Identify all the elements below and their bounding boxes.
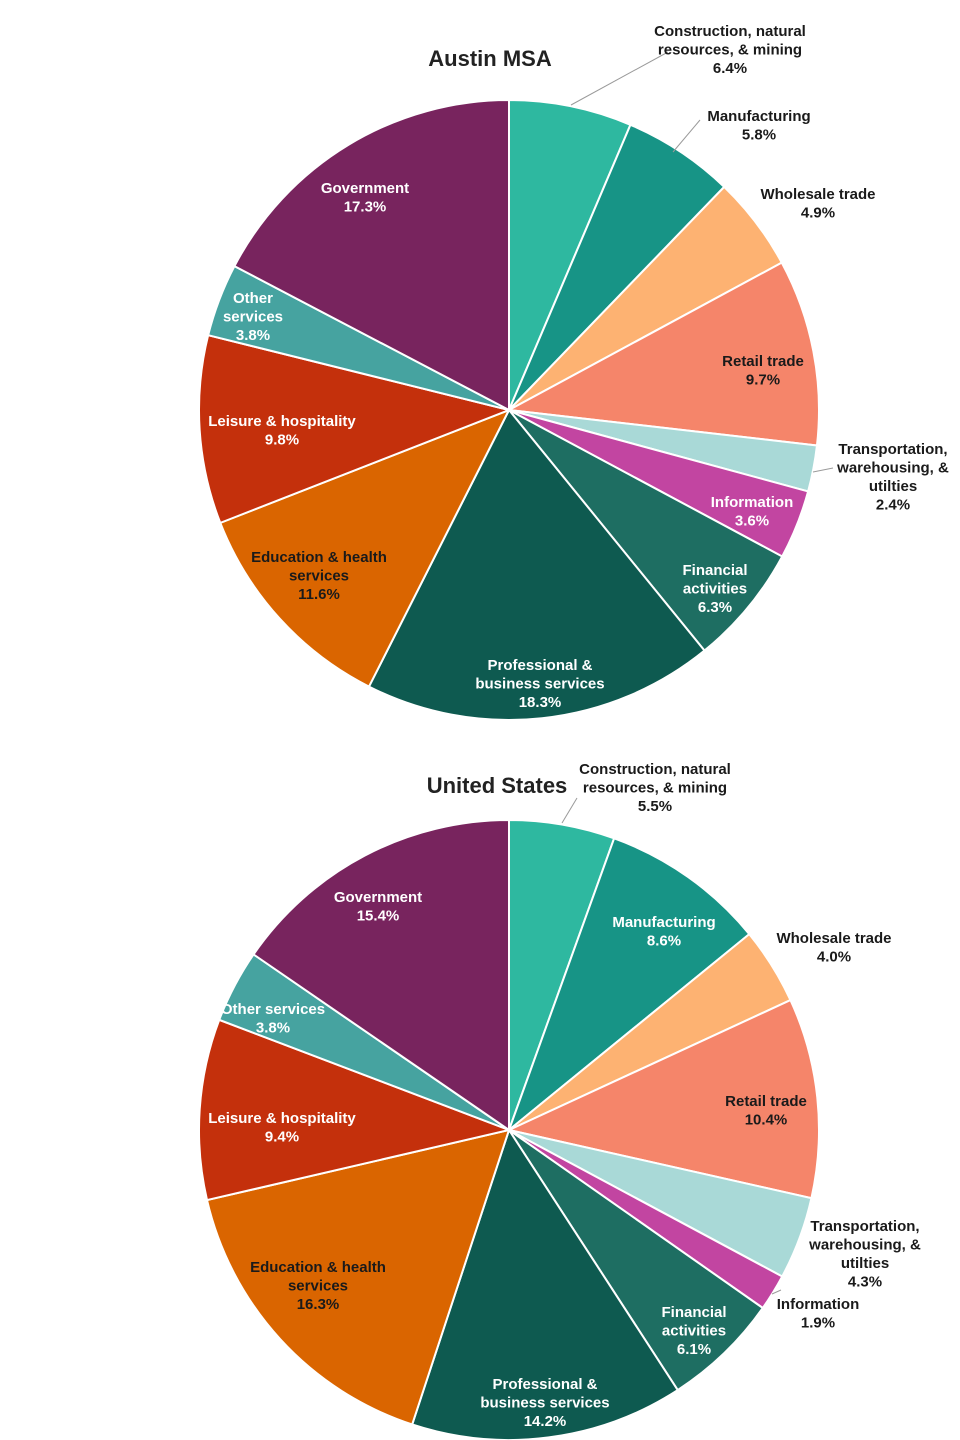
austin-chart-title: Austin MSA xyxy=(428,46,552,71)
us-label-transportation: Transportation, warehousing, & utilties 4.3… xyxy=(808,1218,921,1291)
us-label-manufacturing: Manufacturing 8.6% xyxy=(612,914,715,950)
united-states-pie: Construction, natural resources, & mining… xyxy=(197,761,921,1440)
austin-slice-leisure-hospitality xyxy=(198,333,513,525)
austin-label-information: Information 3.6% xyxy=(711,494,794,530)
us-label-government: Government 15.4% xyxy=(334,889,422,925)
austin-label-professional-business: Professional & business services 18.3% xyxy=(475,657,604,711)
austin-slice-professional-business xyxy=(367,408,706,721)
us-label-information: Information 1.9% xyxy=(777,1296,860,1332)
austin-slice-retail-trade xyxy=(505,261,820,447)
us-slice-financial-activities xyxy=(508,1129,765,1392)
austin-label-transportation: Transportation, warehousing, & utilties 2.4… xyxy=(836,441,949,514)
austin-label-manufacturing: Manufacturing 5.8% xyxy=(707,108,810,144)
us-leader-information xyxy=(771,1289,782,1295)
us-slice-leisure-hospitality xyxy=(197,1018,513,1202)
us-label-wholesale-trade: Wholesale trade 4.0% xyxy=(776,930,891,966)
us-label-construction: Construction, natural resources, & mining… xyxy=(579,761,731,815)
austin-slice-education-health xyxy=(218,408,512,688)
us-slice-education-health xyxy=(205,1128,511,1426)
austin-slice-government xyxy=(233,98,510,412)
us-chart-title: United States xyxy=(427,773,568,798)
us-leader-construction xyxy=(561,797,578,824)
us-label-leisure-hospitality: Leisure & hospitality 9.4% xyxy=(208,1110,356,1146)
austin-leader-transportation xyxy=(812,467,834,473)
austin-slice-construction xyxy=(508,98,632,411)
austin-leader-construction xyxy=(570,51,669,106)
austin-label-leisure-hospitality: Leisure & hospitality 9.8% xyxy=(208,413,356,449)
us-label-other-services: Other services 3.8% xyxy=(221,1001,325,1037)
austin-label-construction: Construction, natural resources, & mining… xyxy=(654,23,806,77)
us-label-education-health: Education & health services 16.3% xyxy=(250,1259,386,1313)
us-slice-retail-trade xyxy=(505,998,820,1200)
austin-label-other-services: Other services 3.8% xyxy=(223,290,283,344)
austin-label-education-health: Education & health services 11.6% xyxy=(251,549,387,603)
us-label-financial-activities: Financial activities 6.1% xyxy=(661,1304,726,1358)
austin-leader-manufacturing xyxy=(672,119,701,153)
austin-label-wholesale-trade: Wholesale trade 4.9% xyxy=(760,186,875,222)
austin-label-government: Government 17.3% xyxy=(321,180,409,216)
us-slice-government xyxy=(252,818,510,1132)
us-label-professional-business: Professional & business services 14.2% xyxy=(480,1376,609,1430)
austin-label-financial-activities: Financial activities 6.3% xyxy=(682,562,747,616)
austin-msa-pie: Construction, natural resources, & mining… xyxy=(198,23,949,721)
us-label-retail-trade: Retail trade 10.4% xyxy=(725,1093,807,1129)
austin-slice-financial-activities xyxy=(508,409,784,652)
us-slice-professional-business xyxy=(410,1127,680,1440)
us-slice-manufacturing xyxy=(506,837,751,1134)
austin-label-retail-trade: Retail trade 9.7% xyxy=(722,353,804,389)
